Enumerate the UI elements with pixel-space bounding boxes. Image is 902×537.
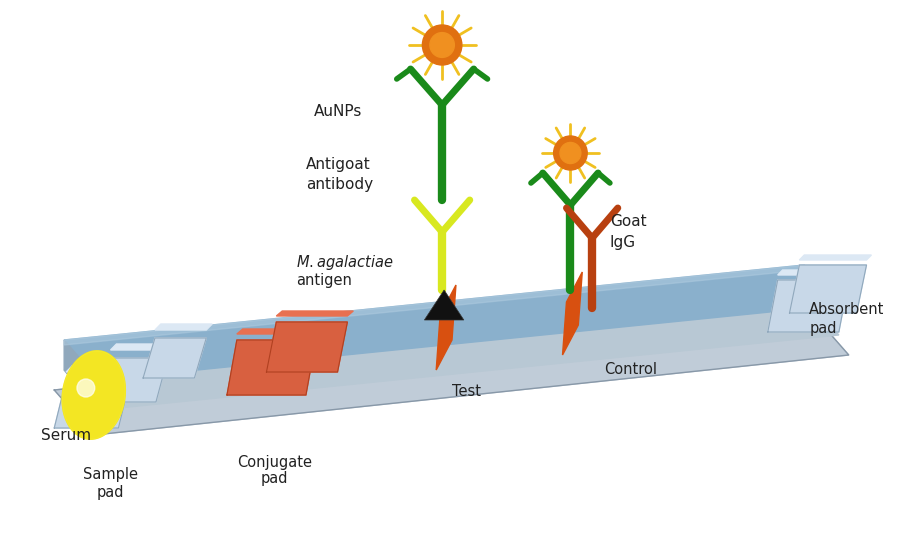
- Polygon shape: [62, 351, 125, 439]
- Polygon shape: [64, 265, 839, 380]
- Polygon shape: [563, 272, 583, 355]
- Polygon shape: [54, 310, 849, 435]
- Polygon shape: [437, 285, 456, 370]
- Circle shape: [554, 136, 587, 170]
- Polygon shape: [64, 340, 98, 410]
- Circle shape: [430, 33, 455, 57]
- Text: pad: pad: [809, 321, 837, 336]
- Text: AuNPs: AuNPs: [314, 105, 363, 120]
- Circle shape: [560, 142, 581, 164]
- Text: Conjugate: Conjugate: [237, 454, 312, 469]
- Polygon shape: [789, 265, 867, 313]
- Polygon shape: [424, 290, 464, 320]
- Polygon shape: [227, 340, 316, 395]
- Text: Test: Test: [452, 384, 481, 400]
- Polygon shape: [155, 324, 212, 330]
- Text: Sample: Sample: [83, 468, 138, 483]
- Text: antibody: antibody: [306, 178, 373, 192]
- Polygon shape: [54, 380, 130, 428]
- Text: Antigoat: Antigoat: [306, 157, 371, 172]
- Text: Control: Control: [604, 362, 657, 378]
- Text: pad: pad: [97, 484, 124, 499]
- Text: IgG: IgG: [610, 235, 636, 250]
- Polygon shape: [66, 366, 136, 372]
- Text: pad: pad: [261, 471, 288, 487]
- Text: Goat: Goat: [610, 214, 647, 229]
- Polygon shape: [143, 338, 207, 378]
- Circle shape: [422, 25, 462, 65]
- Polygon shape: [237, 329, 322, 334]
- Polygon shape: [98, 358, 168, 402]
- Polygon shape: [778, 270, 853, 275]
- Polygon shape: [768, 280, 849, 332]
- Polygon shape: [62, 351, 125, 439]
- Text: Serum: Serum: [41, 427, 92, 442]
- Polygon shape: [799, 255, 871, 260]
- Text: $\it{M. agalactiae}$: $\it{M. agalactiae}$: [296, 252, 393, 272]
- Polygon shape: [266, 322, 347, 372]
- Polygon shape: [64, 265, 805, 345]
- Polygon shape: [64, 295, 839, 410]
- Text: Absorbent: Absorbent: [809, 302, 885, 317]
- Polygon shape: [276, 311, 354, 316]
- Circle shape: [77, 379, 95, 397]
- Text: antigen: antigen: [296, 272, 352, 287]
- Polygon shape: [111, 344, 174, 350]
